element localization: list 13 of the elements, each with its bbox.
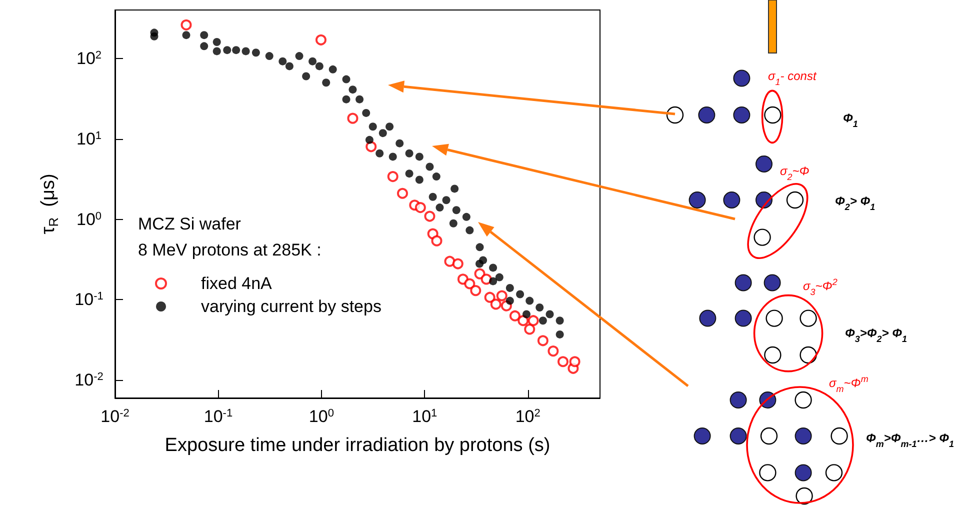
legend-label: varying current by steps	[201, 297, 382, 316]
y-axis-title: τR (μs)	[38, 174, 61, 234]
legend-label: fixed 4nA	[201, 274, 273, 293]
legend-title: MCZ Si wafer 8 MeV protons at 285K :	[138, 214, 322, 260]
text: Φ$_{1}$	[843, 111, 858, 129]
text: σ$_{1}$- const	[768, 69, 817, 87]
x-axis-title: Exposure time under irradiation by protons (s)	[164, 435, 550, 456]
text: Φ$_{3}$>Φ$_{2}$> Φ$_{1}$	[845, 326, 908, 344]
text: σ$_{3}$~Φ$^{2}$	[803, 277, 838, 297]
text: σ$_{2}$~Φ	[780, 164, 810, 182]
text: Φ$_{2}$> Φ$_{1}$	[835, 194, 876, 212]
text: σ$_{m}$~Φ$^{m}$	[829, 374, 869, 394]
text: Φ$_{m}$>Φ$_{m-1}$…> Φ$_{1}$	[866, 431, 954, 449]
